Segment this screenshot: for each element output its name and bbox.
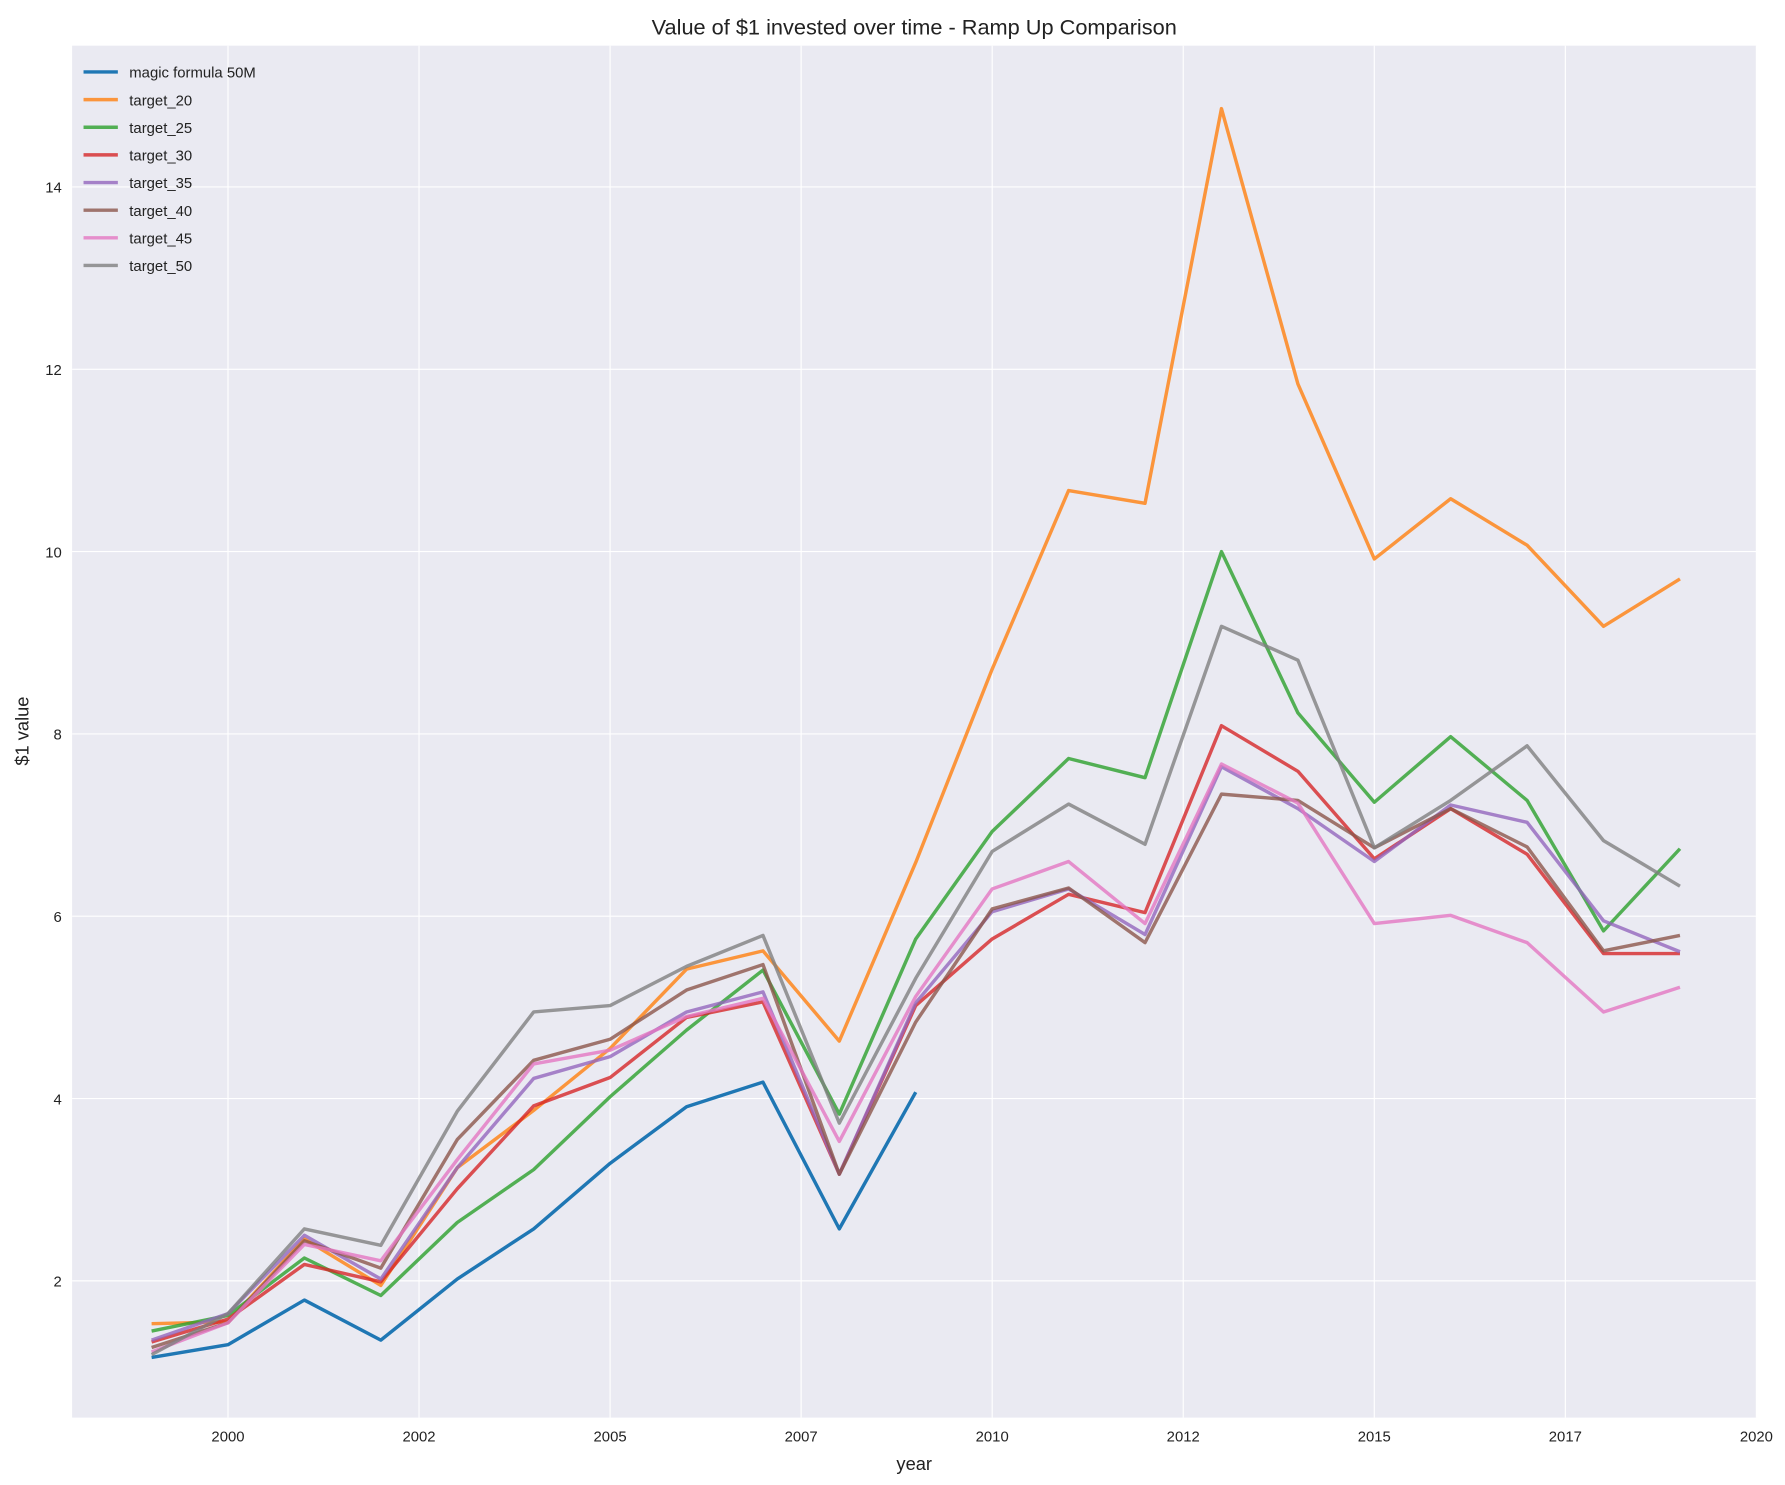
x-tick-label: 2000	[211, 1430, 244, 1446]
x-tick-label: 2010	[976, 1430, 1009, 1446]
x-tick-label: 2012	[1167, 1430, 1200, 1446]
chart-title: Value of $1 invested over time - Ramp Up…	[652, 14, 1177, 39]
x-tick-label: 2020	[1740, 1430, 1773, 1446]
x-tick-label: 2002	[402, 1430, 435, 1446]
legend-entry: target_40	[129, 204, 192, 220]
x-tick-label: 2015	[1358, 1430, 1391, 1446]
legend-entry: target_35	[129, 176, 192, 192]
x-axis-ticks: 2000 2002 2005 2007 2010 2012 2015 2017 2020	[211, 1430, 1773, 1446]
x-axis-label: year	[896, 1453, 932, 1474]
y-tick-label: 6	[54, 910, 62, 926]
legend: magic formula 50M target_20 target_25targe…	[83, 66, 256, 275]
legend-entry: target_30	[129, 149, 192, 165]
y-axis-ticks: 2 4 6 8 10 12 14	[45, 181, 62, 1291]
x-tick-label: 2017	[1549, 1430, 1582, 1446]
series-lines	[150, 106, 1682, 1360]
x-tick-label: 2007	[785, 1430, 818, 1446]
y-tick-label: 14	[45, 181, 62, 197]
y-tick-label: 4	[54, 1092, 62, 1108]
y-axis-label: $1 value	[12, 697, 33, 766]
y-tick-label: 10	[45, 545, 62, 561]
plot-area	[72, 45, 1757, 1418]
legend-entry: magic formula 50M	[129, 66, 255, 82]
x-tick-label: 2005	[594, 1430, 627, 1446]
legend-entry: target_20	[129, 93, 192, 109]
y-tick-label: 12	[45, 363, 62, 379]
y-tick-label: 2	[54, 1275, 62, 1291]
legend-entry: target_45	[129, 232, 192, 248]
y-tick-label: 8	[54, 728, 62, 744]
legend-entry: target_50	[129, 259, 192, 275]
legend-entry: target_25	[129, 121, 192, 137]
